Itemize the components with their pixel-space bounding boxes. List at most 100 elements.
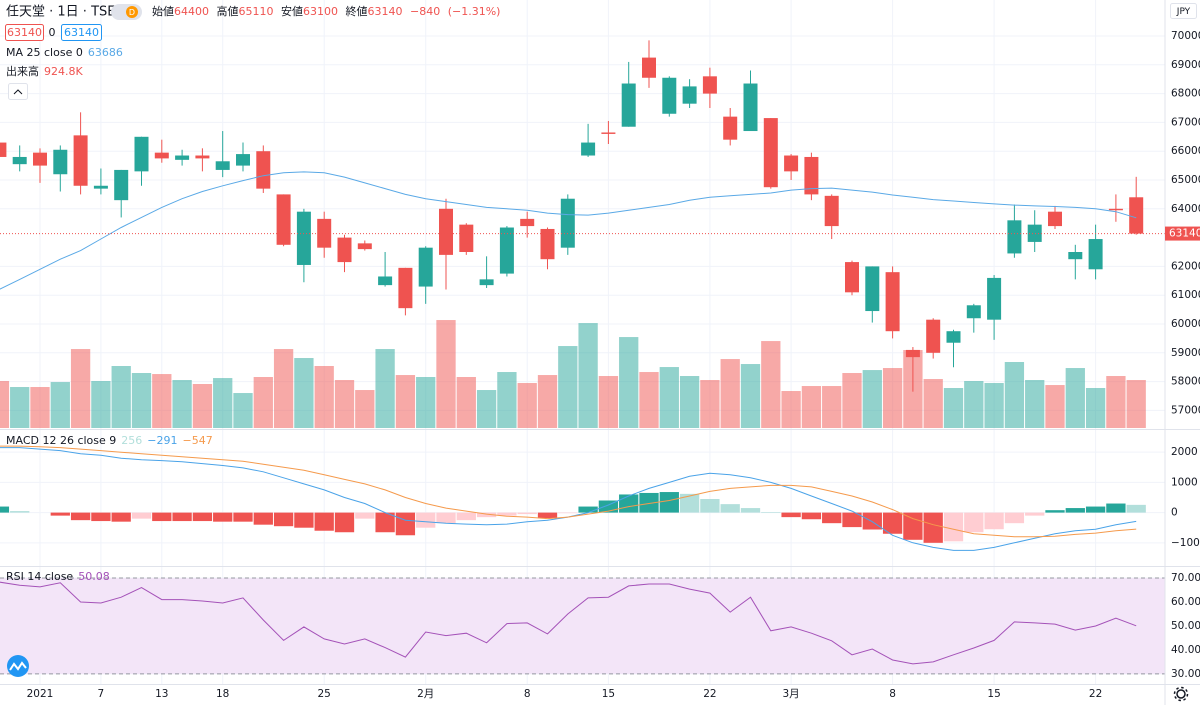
x-tick-label: 8 bbox=[524, 688, 531, 700]
candle-body bbox=[378, 276, 393, 286]
candle-body bbox=[459, 224, 474, 253]
candle-body bbox=[987, 277, 1002, 320]
volume-bar bbox=[558, 346, 578, 428]
x-tick-label: 25 bbox=[318, 688, 331, 700]
macd-histogram-bar bbox=[172, 512, 192, 522]
macd-histogram-bar bbox=[923, 512, 943, 543]
volume-bar bbox=[131, 373, 152, 428]
settings-icon[interactable] bbox=[1173, 686, 1189, 702]
volume-bar bbox=[1025, 380, 1045, 428]
candle-body bbox=[236, 154, 250, 166]
candle-body bbox=[702, 76, 717, 94]
volume-bar bbox=[1065, 368, 1085, 428]
collapse-button[interactable] bbox=[8, 83, 28, 100]
macd-histogram-bar bbox=[213, 512, 233, 522]
signal-line bbox=[0, 445, 1137, 538]
candle-body bbox=[439, 208, 453, 255]
y-tick-label: 2000 bbox=[1171, 446, 1198, 458]
ma-legend: MA 25 close 0 63686 bbox=[6, 46, 123, 59]
macd-histogram-bar bbox=[801, 512, 822, 520]
candle-body bbox=[418, 247, 433, 287]
x-tick-label: 18 bbox=[216, 688, 229, 700]
candle-body bbox=[601, 132, 616, 134]
volume-bar bbox=[172, 380, 192, 428]
macd-histogram-bar bbox=[740, 508, 761, 513]
currency-box[interactable] bbox=[1170, 3, 1197, 19]
candle-body bbox=[33, 152, 47, 166]
macd-histogram-bar bbox=[253, 512, 273, 525]
volume-bar bbox=[416, 377, 436, 428]
macd-histogram-bar bbox=[578, 506, 598, 513]
candle-body bbox=[73, 135, 88, 186]
candle-body bbox=[195, 155, 210, 159]
volume-bar bbox=[70, 349, 91, 428]
gear-ring bbox=[1176, 689, 1186, 699]
candle-body bbox=[662, 77, 677, 114]
badge-dot bbox=[126, 6, 138, 18]
macd-histogram-bar bbox=[659, 492, 679, 513]
candle-body bbox=[581, 142, 596, 156]
candle-body bbox=[114, 169, 129, 201]
ohlc-value: 64400 bbox=[174, 5, 209, 18]
sell-box[interactable] bbox=[5, 24, 44, 41]
volume-bar bbox=[659, 367, 679, 428]
macd-histogram-bar bbox=[943, 512, 964, 542]
volume-bar bbox=[639, 372, 659, 428]
gear-teeth bbox=[1173, 686, 1189, 702]
volume-bar bbox=[578, 323, 598, 428]
x-tick-label: 13 bbox=[155, 688, 168, 700]
macd-histogram-bar bbox=[436, 512, 456, 524]
rsi-pane bbox=[0, 567, 1165, 684]
y-tick-label: 68000 bbox=[1171, 88, 1200, 100]
y-tick-label: 70.00 bbox=[1171, 572, 1200, 584]
candle-body bbox=[966, 305, 981, 319]
logo-circle bbox=[7, 655, 29, 677]
rsi-legend: RSI 14 close 50.08 bbox=[6, 570, 110, 583]
candle-body bbox=[946, 331, 961, 343]
volume-bar bbox=[984, 383, 1004, 428]
macd-histogram-bar bbox=[1025, 512, 1045, 516]
chart-title: 任天堂 · 1日 · TSE bbox=[6, 5, 115, 20]
rsi-band bbox=[0, 578, 1165, 674]
macd-histogram-bar bbox=[152, 512, 172, 522]
y-tick-label: 70000 bbox=[1171, 30, 1200, 42]
macd-histogram-bar bbox=[131, 512, 152, 519]
candle-body bbox=[357, 243, 372, 250]
volume-bar bbox=[720, 359, 740, 428]
candle-body bbox=[499, 227, 514, 274]
ma-value: 63686 bbox=[88, 46, 123, 59]
y-tick-label: 0 bbox=[1171, 507, 1178, 519]
candle-body bbox=[540, 228, 555, 260]
sell-price: 63140 bbox=[7, 26, 42, 39]
y-tick-label: 58000 bbox=[1171, 376, 1200, 388]
logo[interactable] bbox=[7, 655, 29, 677]
volume-bar bbox=[517, 383, 537, 428]
volume-bar bbox=[30, 387, 50, 428]
ohlc-label: 高値 bbox=[217, 4, 239, 18]
ohlc-label: 始値 bbox=[152, 4, 174, 18]
candle-body bbox=[0, 142, 7, 157]
candle-body bbox=[398, 267, 413, 309]
candle-body bbox=[53, 149, 68, 175]
volume-bar bbox=[1085, 388, 1106, 428]
macd-histogram-bar bbox=[294, 512, 314, 528]
macd-histogram-bar bbox=[192, 512, 213, 522]
y-tick-label: 60000 bbox=[1171, 318, 1200, 330]
macd-histogram-bar bbox=[720, 504, 740, 513]
volume-bar bbox=[700, 380, 720, 428]
spread: 0 bbox=[49, 26, 56, 39]
candle-body bbox=[865, 266, 880, 312]
volume-bar bbox=[679, 376, 700, 428]
volume-bar bbox=[91, 380, 111, 428]
volume-bar bbox=[619, 337, 639, 428]
ma-line bbox=[0, 171, 1137, 290]
macd-histogram-bar bbox=[781, 512, 801, 518]
volume-bar bbox=[842, 373, 862, 428]
macd-histogram-bar bbox=[639, 492, 659, 513]
buy-box[interactable] bbox=[61, 24, 102, 41]
x-tick-label: 15 bbox=[602, 688, 615, 700]
macd-name: MACD 12 26 close 9 bbox=[6, 434, 116, 447]
macd-histogram-bar bbox=[50, 512, 70, 516]
